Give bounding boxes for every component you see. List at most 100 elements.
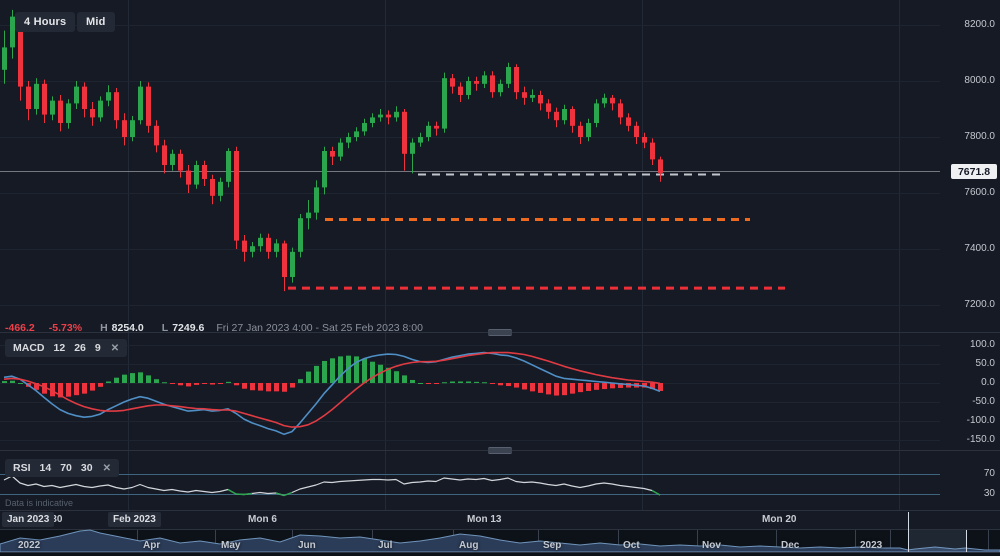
rsi-axis-tick: 30: [983, 488, 995, 499]
macd-panel-resize-handle[interactable]: [488, 329, 512, 336]
macd-bar: [394, 371, 399, 383]
macd-bar: [18, 383, 23, 384]
macd-bar: [338, 356, 343, 383]
macd-bar: [162, 382, 167, 384]
price-axis-tick: 7800.0: [964, 131, 995, 142]
navigator-month-label: Jun: [298, 540, 316, 551]
navigator-month-label: Apr: [143, 540, 161, 551]
candle: [2, 47, 7, 70]
candle: [194, 165, 199, 185]
macd-bar: [10, 380, 15, 383]
navigator-month-label: Oct: [623, 540, 640, 551]
rsi-param-upper: 70: [60, 462, 72, 474]
candle: [66, 103, 71, 123]
candle: [626, 117, 631, 126]
candle: [442, 78, 447, 129]
macd-bar: [50, 383, 55, 397]
candle: [426, 125, 431, 137]
macd-bar: [490, 383, 495, 384]
macd-param-signal: 9: [94, 342, 101, 354]
rsi-close-icon[interactable]: ✕: [102, 462, 111, 474]
candle: [554, 111, 559, 121]
low-key: L: [161, 321, 169, 334]
price-axis-tick: 8000.0: [964, 75, 995, 86]
candle: [210, 179, 215, 196]
macd-bar: [138, 372, 143, 383]
macd-bar: [370, 361, 375, 383]
macd-bar: [530, 383, 535, 392]
macd-bar: [186, 383, 191, 387]
candle: [10, 16, 15, 48]
candle: [586, 123, 591, 137]
candle: [58, 100, 63, 123]
macd-bar: [602, 383, 607, 390]
candle: [394, 111, 399, 118]
candle: [522, 92, 527, 98]
candle: [418, 137, 423, 143]
candle: [642, 137, 647, 143]
candle: [450, 78, 455, 87]
macd-bar: [586, 383, 591, 391]
rsi-param-period: 14: [39, 462, 52, 474]
date-label-boxed: Jan 2023: [2, 512, 55, 527]
macd-axis-tick: 50.0: [975, 358, 995, 369]
candle: [458, 86, 463, 95]
macd-bar: [274, 383, 279, 392]
macd-bar: [578, 383, 583, 393]
rsi-name: RSI: [13, 462, 31, 474]
candle: [266, 237, 271, 252]
macd-close-icon[interactable]: ✕: [110, 342, 120, 354]
candle: [138, 86, 143, 121]
date-label: Mon 20: [762, 514, 797, 525]
macd-bar: [546, 383, 551, 395]
rsi-panel-resize-handle[interactable]: [488, 447, 512, 454]
navigator-selection[interactable]: [908, 530, 966, 552]
candle: [506, 67, 511, 84]
macd-indicator-label[interactable]: MACD 12 26 9 ✕: [5, 339, 128, 357]
macd-bar: [82, 383, 87, 394]
candle: [82, 86, 87, 109]
price-mode-button[interactable]: Mid: [77, 12, 115, 32]
macd-bar: [346, 355, 351, 383]
macd-bar: [258, 383, 263, 391]
candle: [250, 246, 255, 252]
macd-bar: [202, 383, 207, 384]
candle: [498, 83, 503, 93]
candle: [242, 240, 247, 252]
macd-bar: [282, 383, 287, 392]
candle: [274, 243, 279, 252]
macd-bar: [66, 383, 71, 397]
candle: [74, 86, 79, 104]
macd-bar: [306, 371, 311, 383]
macd-bar: [434, 383, 439, 384]
macd-bar: [514, 383, 519, 388]
macd-bar: [250, 383, 255, 391]
macd-bar: [642, 383, 647, 388]
candle: [618, 103, 623, 118]
high-key: H: [100, 321, 108, 334]
macd-bar: [498, 383, 503, 386]
change-percent: -5.73%: [48, 321, 83, 334]
navigator-month-label: Sep: [543, 540, 562, 551]
candle: [130, 120, 135, 137]
candle: [650, 142, 655, 160]
macd-bar: [442, 382, 447, 384]
macd-bar: [618, 383, 623, 388]
macd-bar: [74, 383, 79, 396]
candle: [258, 237, 263, 247]
macd-bar: [402, 375, 407, 383]
candle: [26, 86, 31, 109]
candle: [106, 92, 111, 101]
candle: [546, 103, 551, 112]
timeframe-button[interactable]: 4 Hours: [15, 12, 76, 32]
navigator-month-label: Dec: [781, 540, 800, 551]
price-axis-tick: 7400.0: [964, 243, 995, 254]
candle: [178, 153, 183, 171]
current-price-tag: 7671.8: [951, 164, 997, 179]
macd-bar: [378, 364, 383, 383]
candle: [346, 137, 351, 143]
macd-bar: [98, 383, 103, 387]
macd-bar: [482, 382, 487, 384]
rsi-indicator-label[interactable]: RSI 14 70 30 ✕: [5, 459, 119, 477]
